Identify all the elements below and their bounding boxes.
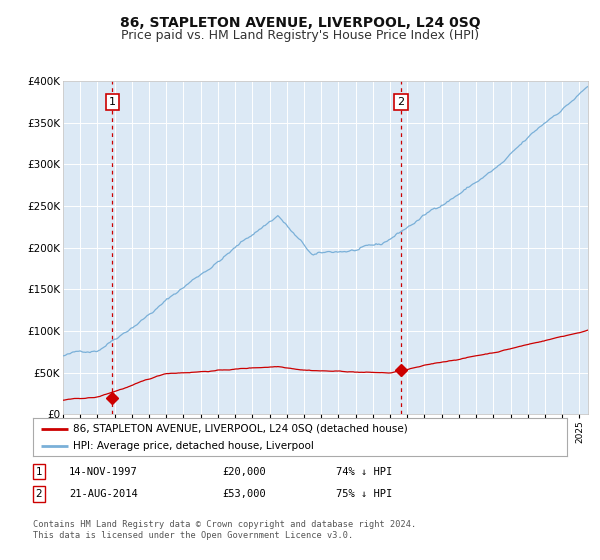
Text: 75% ↓ HPI: 75% ↓ HPI — [336, 489, 392, 499]
Text: 86, STAPLETON AVENUE, LIVERPOOL, L24 0SQ: 86, STAPLETON AVENUE, LIVERPOOL, L24 0SQ — [119, 16, 481, 30]
Text: 86, STAPLETON AVENUE, LIVERPOOL, L24 0SQ (detached house): 86, STAPLETON AVENUE, LIVERPOOL, L24 0SQ… — [73, 423, 408, 433]
Text: 1: 1 — [109, 97, 116, 107]
Text: 21-AUG-2014: 21-AUG-2014 — [69, 489, 138, 499]
Text: HPI: Average price, detached house, Liverpool: HPI: Average price, detached house, Live… — [73, 441, 314, 451]
Text: 2: 2 — [35, 489, 43, 499]
Text: 14-NOV-1997: 14-NOV-1997 — [69, 466, 138, 477]
Text: £20,000: £20,000 — [222, 466, 266, 477]
Text: 2: 2 — [398, 97, 404, 107]
Text: 74% ↓ HPI: 74% ↓ HPI — [336, 466, 392, 477]
Text: Price paid vs. HM Land Registry's House Price Index (HPI): Price paid vs. HM Land Registry's House … — [121, 29, 479, 42]
Text: 1: 1 — [35, 466, 43, 477]
Text: Contains HM Land Registry data © Crown copyright and database right 2024.
This d: Contains HM Land Registry data © Crown c… — [33, 520, 416, 540]
Text: £53,000: £53,000 — [222, 489, 266, 499]
